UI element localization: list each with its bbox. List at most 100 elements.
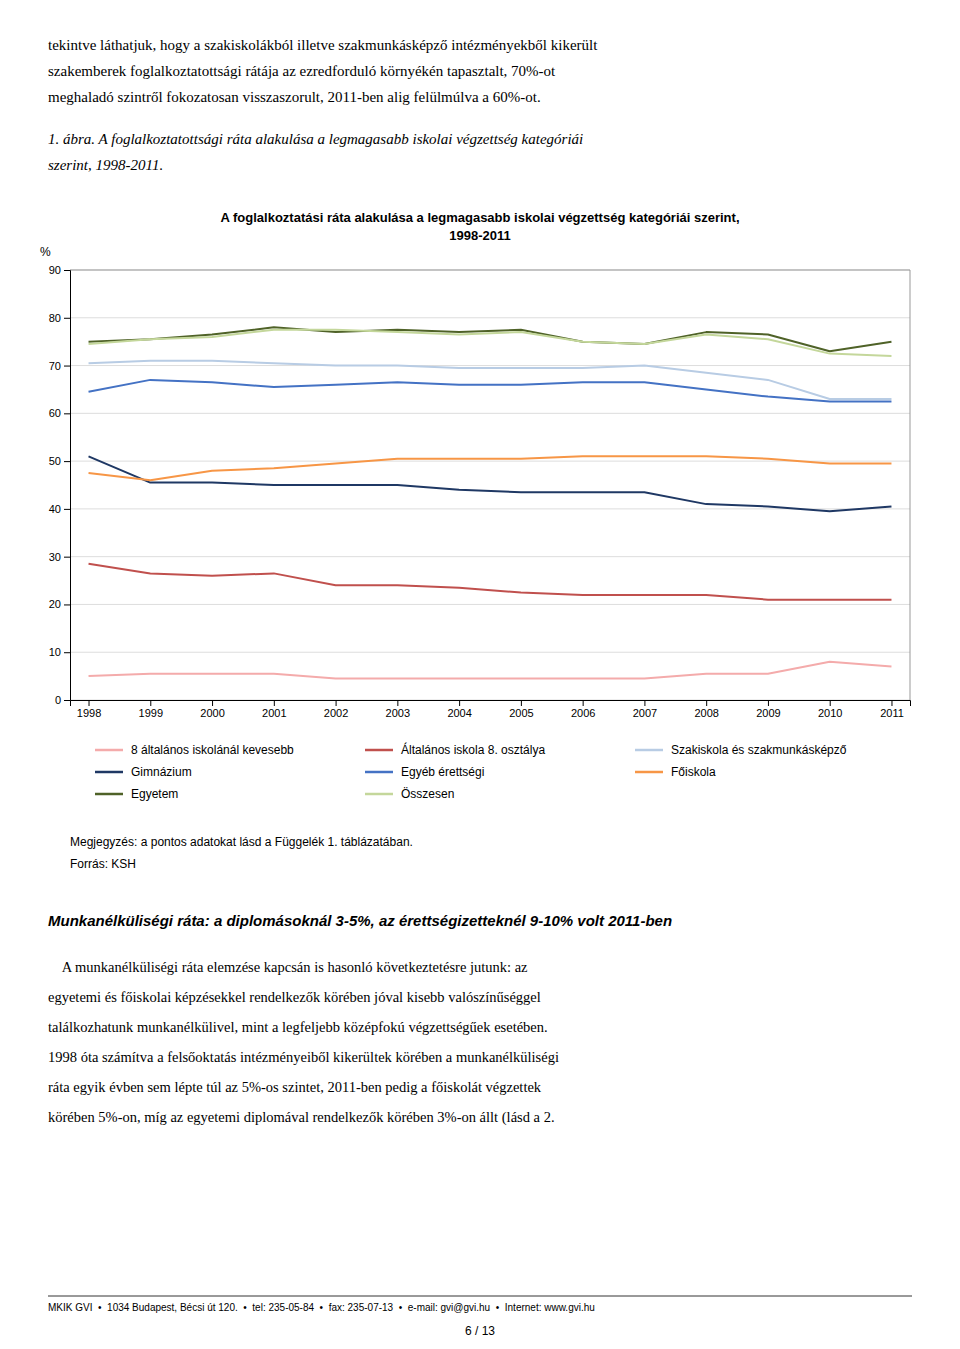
series-line bbox=[89, 456, 892, 480]
x-tick-mark bbox=[89, 700, 90, 706]
y-tick: 90 bbox=[49, 264, 70, 276]
y-tick-mark bbox=[64, 413, 70, 414]
x-tick-label: 2000 bbox=[200, 707, 224, 719]
y-tick-mark bbox=[64, 509, 70, 510]
y-tick: 70 bbox=[49, 360, 70, 372]
x-tick: 2002 bbox=[324, 700, 348, 719]
figure-caption: szerint, 1998-2011. bbox=[48, 157, 163, 173]
y-tick-label: 90 bbox=[49, 264, 61, 276]
body-text: egyetemi és főiskolai képzésekkel rendel… bbox=[48, 989, 541, 1005]
legend-swatch bbox=[365, 793, 393, 796]
y-tick-label: 10 bbox=[49, 646, 61, 658]
legend-label: Általános iskola 8. osztálya bbox=[401, 742, 545, 757]
x-tick: 2000 bbox=[200, 700, 224, 719]
legend-label: Főiskola bbox=[671, 765, 716, 779]
x-tick-label: 2007 bbox=[633, 707, 657, 719]
body-text: körében 5%-on, míg az egyetemi diplomáva… bbox=[48, 1109, 555, 1126]
series-line bbox=[89, 361, 892, 399]
legend: 8 általános iskolánál kevesebb Általános … bbox=[95, 742, 847, 801]
section-title: Munkanélküliségi ráta: a diplomásoknál 3… bbox=[48, 912, 672, 929]
y-tick-label: 20 bbox=[49, 598, 61, 610]
series-line bbox=[89, 380, 892, 402]
y-tick: 0 bbox=[55, 694, 70, 706]
x-tick-mark bbox=[459, 700, 460, 706]
y-tick: 40 bbox=[49, 503, 70, 515]
series-line bbox=[89, 662, 892, 679]
x-tick-mark bbox=[706, 700, 707, 706]
legend-label: 8 általános iskolánál kevesebb bbox=[131, 743, 294, 757]
y-tick-label: 70 bbox=[49, 360, 61, 372]
y-tick: 10 bbox=[49, 646, 70, 658]
x-tick-mark bbox=[336, 700, 337, 706]
y-axis: 0102030405060708090 bbox=[49, 264, 71, 706]
y-tick-mark bbox=[64, 461, 70, 462]
x-tick-mark bbox=[768, 700, 769, 706]
x-tick-mark bbox=[644, 700, 645, 706]
y-tick: 50 bbox=[49, 455, 70, 467]
legend-item: Főiskola bbox=[635, 765, 716, 779]
legend-label: Egyéb érettségi bbox=[401, 765, 484, 779]
y-tick-label: 30 bbox=[49, 551, 61, 563]
plot-frame bbox=[70, 270, 910, 700]
y-tick: 80 bbox=[49, 312, 70, 324]
chart-note: Megjegyzés: a pontos adatokat lásd a Füg… bbox=[70, 835, 413, 849]
legend-label: Egyetem bbox=[131, 787, 178, 801]
grid-line bbox=[70, 604, 910, 605]
grid-line bbox=[70, 317, 910, 318]
body-text: 1998 óta számítva a felsőoktatás intézmé… bbox=[48, 1049, 559, 1065]
y-tick-mark bbox=[64, 270, 70, 271]
legend-swatch bbox=[95, 749, 123, 752]
y-tick-mark bbox=[64, 652, 70, 653]
page-number: 6 / 13 bbox=[465, 1324, 495, 1338]
y-tick-mark bbox=[64, 700, 70, 701]
x-tick-mark bbox=[891, 700, 892, 706]
grid-line bbox=[70, 365, 910, 366]
figure-caption: 1. ábra. A foglalkoztatottsági ráta alak… bbox=[48, 131, 583, 147]
x-tick-mark bbox=[830, 700, 831, 706]
x-tick-mark bbox=[397, 700, 398, 706]
x-tick-mark bbox=[274, 700, 275, 706]
y-tick-label: 40 bbox=[49, 503, 61, 515]
x-tick-label: 2005 bbox=[509, 707, 533, 719]
body-text: találkozhatunk munkanélkülivel, mint a l… bbox=[48, 1019, 548, 1035]
legend-item: Általános iskola 8. osztálya bbox=[365, 742, 545, 757]
x-tick: 2003 bbox=[386, 700, 410, 719]
footer-rule bbox=[48, 1296, 912, 1297]
x-tick-label: 1999 bbox=[139, 707, 163, 719]
x-tick: 1998 bbox=[77, 700, 101, 719]
x-tick: 1999 bbox=[139, 700, 163, 719]
x-tick-label: 2009 bbox=[756, 707, 780, 719]
axis-domain bbox=[71, 701, 911, 707]
x-tick-mark bbox=[583, 700, 584, 706]
y-tick-mark bbox=[64, 557, 70, 558]
x-tick-label: 2002 bbox=[324, 707, 348, 719]
chart-subtitle: 1998-2011 bbox=[449, 228, 510, 243]
y-tick-label: 50 bbox=[49, 455, 61, 467]
x-tick: 2007 bbox=[633, 700, 657, 719]
legend-label: Szakiskola és szakmunkásképző bbox=[671, 743, 847, 757]
x-tick-mark bbox=[212, 700, 213, 706]
x-tick-label: 2010 bbox=[818, 707, 842, 719]
y-tick: 20 bbox=[49, 598, 70, 610]
y-tick-mark bbox=[64, 604, 70, 605]
x-tick-mark bbox=[150, 700, 151, 706]
grid-line bbox=[70, 652, 910, 653]
grid-line bbox=[70, 556, 910, 557]
x-tick: 2004 bbox=[447, 700, 471, 719]
y-tick-label: 0 bbox=[55, 694, 61, 706]
grid-line bbox=[70, 413, 910, 414]
x-tick: 2006 bbox=[571, 700, 595, 719]
legend-item: Szakiskola és szakmunkásképző bbox=[635, 743, 847, 757]
legend-label: Összesen bbox=[401, 787, 454, 801]
x-tick-label: 2003 bbox=[386, 707, 410, 719]
axis-domain bbox=[64, 271, 71, 701]
legend-item: 8 általános iskolánál kevesebb bbox=[95, 743, 294, 757]
x-tick: 2010 bbox=[818, 700, 842, 719]
y-tick: 30 bbox=[49, 551, 70, 563]
chart-title: A foglalkoztatási ráta alakulása a legma… bbox=[221, 210, 740, 225]
page: tekintve láthatjuk, hogy a szakiskolákbó… bbox=[0, 0, 960, 1349]
legend-swatch bbox=[365, 749, 393, 752]
legend-item: Gimnázium bbox=[95, 765, 192, 779]
page-text: szakemberek foglalkoztatottsági rátája a… bbox=[48, 63, 556, 79]
y-axis-label: % bbox=[40, 245, 51, 259]
